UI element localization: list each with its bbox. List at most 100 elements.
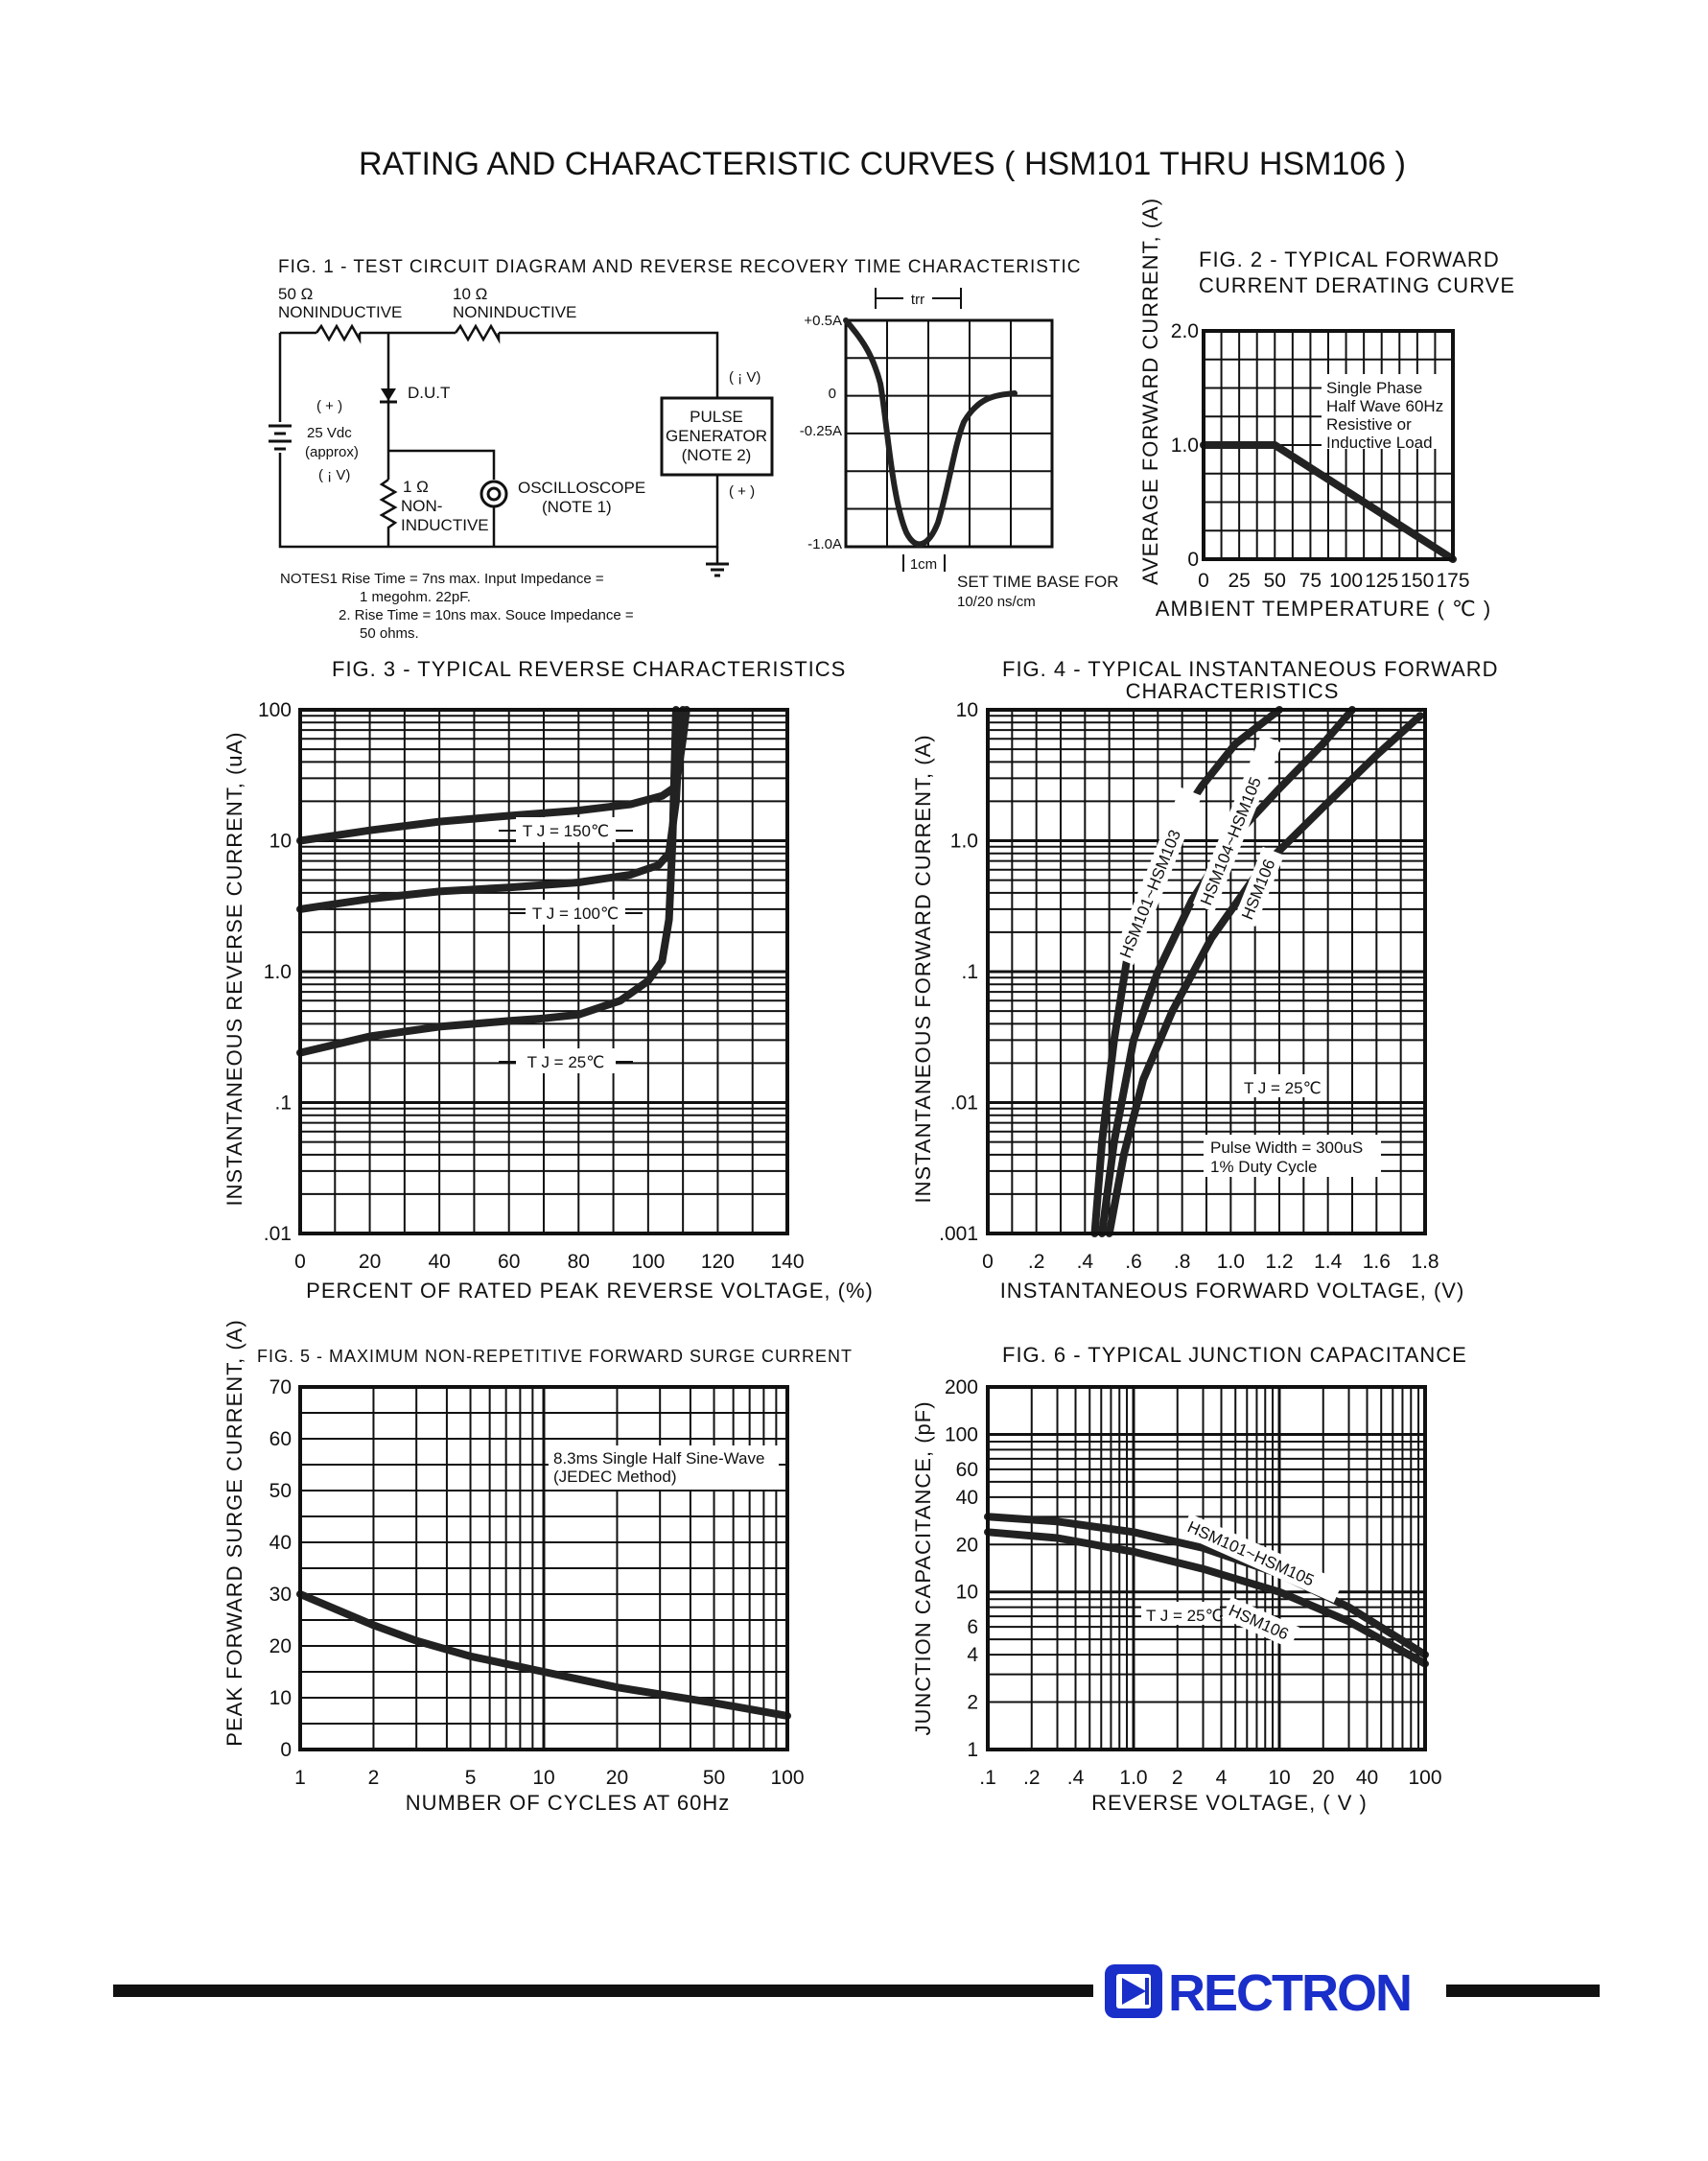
fig2-title-2: CURRENT DERATING CURVE [1199, 273, 1515, 297]
fig4-ytick: 1.0 [950, 831, 978, 853]
fig3-ylabel: INSTANTANEOUS REVERSE CURRENT, (uA) [222, 731, 246, 1206]
battery-icon [269, 424, 292, 451]
fig3-label-bg [516, 1048, 616, 1073]
fig5-ylabel: PEAK FORWARD SURGE CURRENT, (A) [222, 1319, 246, 1746]
fig2-xtick: 50 [1264, 570, 1286, 592]
fig3-xtick: 140 [770, 1251, 804, 1273]
fig6-xtick: 40 [1356, 1767, 1378, 1789]
fig3-label-bg [516, 817, 616, 842]
fig6-ytick: 1 [967, 1739, 978, 1761]
fig4-duty: 1% Duty Cycle [1210, 1158, 1317, 1176]
fig5-xtick: 1 [294, 1767, 306, 1789]
note-line-4: 50 ohms. [360, 625, 419, 642]
fig3-xtick: 40 [428, 1251, 450, 1273]
fig6-ylabel: JUNCTION CAPACITANCE, (pF) [911, 1400, 935, 1735]
fig5-xtick: 2 [368, 1767, 380, 1789]
fig3-label-bg [526, 900, 625, 925]
rectron-logo-icon: RECTRON [1105, 1964, 1413, 2022]
diode-icon [381, 388, 396, 401]
fig4-ytick: 10 [956, 699, 978, 721]
fig3-ytick: 100 [258, 699, 292, 721]
fig3-xtick: 0 [294, 1251, 306, 1273]
scope-note: (NOTE 1) [542, 498, 612, 516]
fig3-series-2-line [296, 706, 680, 1057]
fig6-xtick: .4 [1067, 1767, 1085, 1789]
ground-icon [706, 547, 729, 577]
fig6-ytick: 10 [956, 1582, 978, 1604]
fig3-xtick: 80 [568, 1251, 590, 1273]
fig3-xlabel: PERCENT OF RATED PEAK REVERSE VOLTAGE, (… [306, 1279, 874, 1303]
supply-approx: (approx) [305, 444, 359, 460]
fig6-xtick: 100 [1408, 1767, 1441, 1789]
fig4-title-2: CHARACTERISTICS [1126, 679, 1340, 703]
fig5-note-1: 8.3ms Single Half Sine-Wave [553, 1449, 764, 1468]
pg-bottom: ( + ) [729, 483, 755, 500]
timebase-2: 10/20 ns/cm [957, 594, 1036, 610]
fig2-note-3: Resistive or [1326, 415, 1412, 434]
fig5-ytick: 60 [269, 1428, 292, 1450]
fig5-ytick: 70 [269, 1376, 292, 1398]
fig3-ytick: .01 [264, 1223, 292, 1245]
fig2-note-2: Half Wave 60Hz [1326, 397, 1443, 415]
fig5-series-0-line [296, 1590, 791, 1720]
fig6-ytick: 100 [945, 1423, 978, 1445]
fig2-xtick: 100 [1329, 570, 1363, 592]
fig2-derating-chart: FIG. 2 - TYPICAL FORWARD CURRENT DERATIN… [1138, 198, 1515, 621]
fig6-ytick: 60 [956, 1459, 978, 1481]
fig1-title: FIG. 1 - TEST CIRCUIT DIAGRAM AND REVERS… [278, 257, 1082, 277]
fig3-series-label: T J = 25℃ [527, 1053, 605, 1071]
fig3-reverse-chart: FIG. 3 - TYPICAL REVERSE CHARACTERISTICS… [222, 657, 874, 1303]
fig4-ytick: .1 [961, 961, 978, 983]
oscilloscope-icon [480, 480, 508, 508]
fig4-xtick: .6 [1125, 1251, 1142, 1273]
r1-type: NONINDUCTIVE [278, 303, 402, 321]
fig4-xtick: 0 [982, 1251, 994, 1273]
fig6-ytick: 6 [967, 1616, 978, 1638]
r2-type: NONINDUCTIVE [453, 303, 576, 321]
resistor-50-icon [315, 323, 362, 344]
footer: RECTRON [113, 1964, 1600, 2022]
fig4-series-1-line [1098, 706, 1356, 1237]
fig6-xtick: 4 [1216, 1767, 1228, 1789]
fig4-pulse: Pulse Width = 300uS [1210, 1139, 1363, 1157]
fig4-xtick: 1.8 [1411, 1251, 1439, 1273]
fig6-xtick: 2 [1172, 1767, 1183, 1789]
fig6-ytick: 4 [967, 1644, 978, 1666]
trr-label: trr [911, 292, 924, 308]
fig2-ytick: 0 [1187, 549, 1199, 571]
supply-plus: ( + ) [316, 398, 342, 414]
fig2-title-1: FIG. 2 - TYPICAL FORWARD [1199, 247, 1500, 271]
fig3-xtick: 60 [498, 1251, 520, 1273]
fig5-xtick: 50 [703, 1767, 725, 1789]
fig6-label-hsm101-105: HSM101~HSM105 [1184, 1517, 1317, 1589]
fig5-ytick: 30 [269, 1584, 292, 1606]
fig6-xtick: .1 [979, 1767, 996, 1789]
fig3-xtick: 20 [359, 1251, 381, 1273]
fig4-series-2-line [1105, 712, 1424, 1237]
fig2-ytick: 2.0 [1171, 320, 1199, 342]
note-line-2: 1 megohm. 22pF. [360, 589, 471, 605]
fig6-ytick: 40 [956, 1487, 978, 1509]
fig5-xtick: 20 [606, 1767, 628, 1789]
note-line-1: NOTES1 Rise Time = 7ns max. Input Impeda… [280, 571, 604, 587]
resistor-10-icon [454, 323, 501, 344]
fig5-xtick: 100 [770, 1767, 804, 1789]
waveform-panel: +0.5A 0 -0.25A -1.0A trr 1cm SET TIME BA… [800, 288, 1118, 610]
fig5-ytick: 0 [280, 1739, 292, 1761]
wf-label-minus025: -0.25A [800, 423, 842, 439]
fig4-xtick: .8 [1174, 1251, 1191, 1273]
r3-type2: INDUCTIVE [401, 516, 489, 534]
fig5-xlabel: NUMBER OF CYCLES AT 60Hz [406, 1791, 731, 1815]
pulse-generator-box [660, 396, 774, 477]
fig2-ytick: 1.0 [1171, 435, 1199, 457]
dut-label: D.U.T [408, 384, 450, 402]
fig3-ytick: .1 [274, 1092, 292, 1115]
supply-minus: ( ¡ V) [318, 467, 350, 483]
pg-line2: GENERATOR [666, 427, 767, 445]
fig2-xtick: 125 [1365, 570, 1398, 592]
fig2-xlabel: AMBIENT TEMPERATURE ( ℃ ) [1156, 597, 1491, 621]
fig6-ytick: 200 [945, 1376, 978, 1398]
fig3-ytick: 1.0 [264, 961, 292, 983]
fig6-ytick: 2 [967, 1692, 978, 1714]
